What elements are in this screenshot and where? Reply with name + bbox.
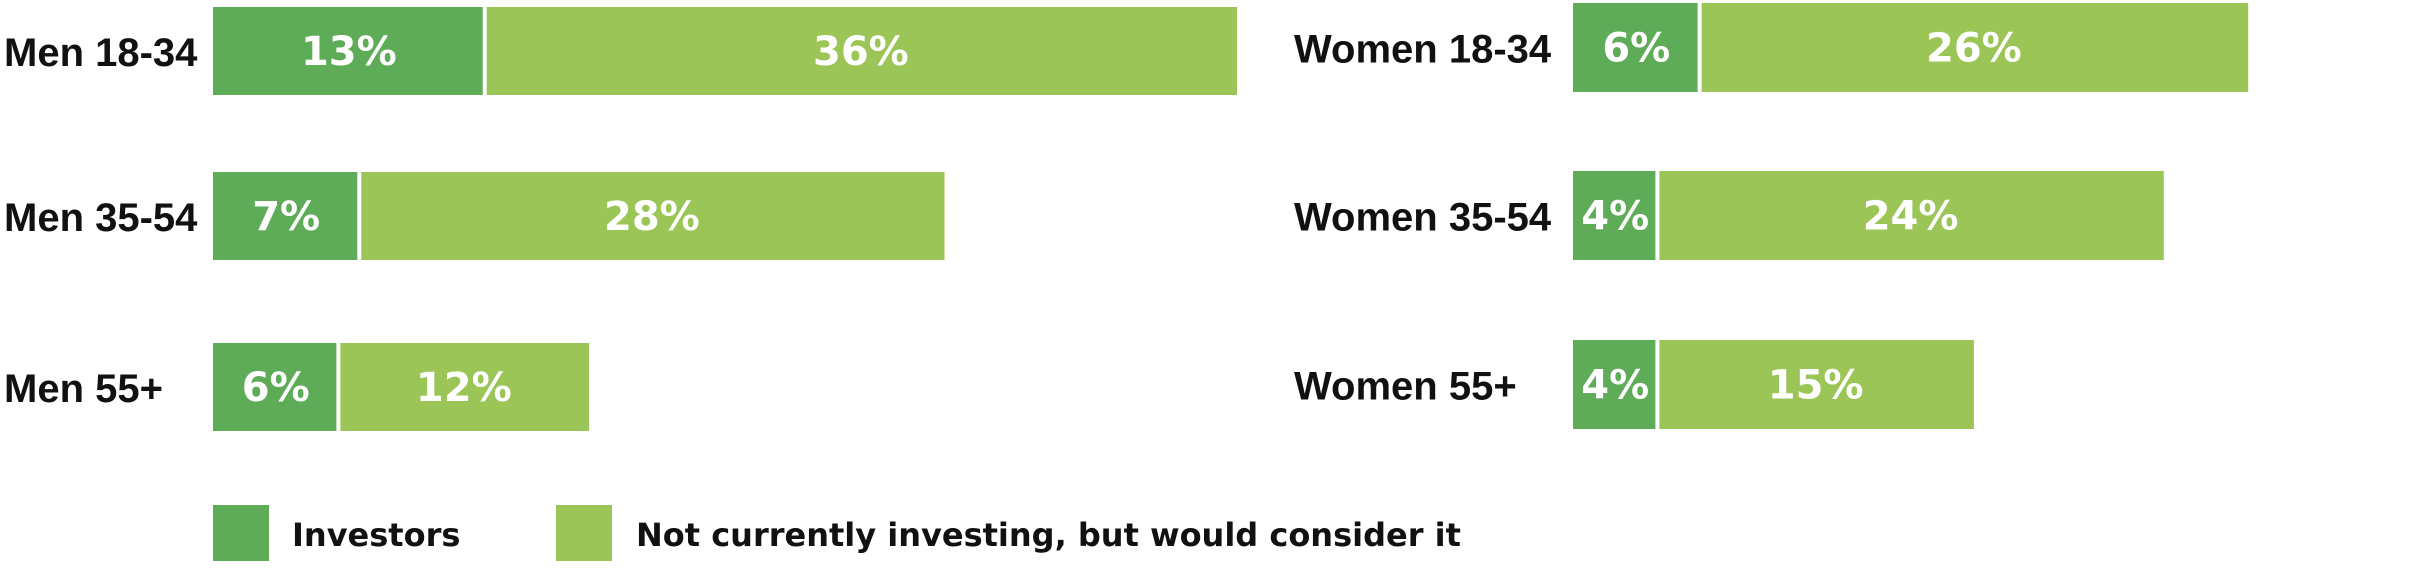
segment-divider xyxy=(357,172,362,260)
bar-row: Men 35-54 7% 28% xyxy=(4,172,945,260)
segment-divider xyxy=(336,343,341,431)
value-label: 12% xyxy=(416,365,512,411)
chart-panel-1: Women 18-34 6% 26% Women 35-54 4% 24% Women 55… xyxy=(1294,3,2249,429)
value-label: 4% xyxy=(1581,363,1649,409)
segment-divider xyxy=(1655,340,1660,429)
bar-segment-considering xyxy=(359,172,945,260)
bar-segment-considering xyxy=(338,343,590,431)
bar-segment-considering xyxy=(1657,340,1974,429)
legend-label: Investors xyxy=(292,516,460,554)
bar-segment-investors xyxy=(1573,171,1658,260)
bar-row: Men 55+ 6% 12% xyxy=(4,343,590,431)
bar-segment-investors xyxy=(213,343,339,431)
legend-swatch xyxy=(213,505,269,561)
legend: Investors Not currently investing, but wo… xyxy=(213,505,1461,561)
value-label: 13% xyxy=(301,29,397,75)
bar-row: Women 55+ 4% 15% xyxy=(1294,340,1974,429)
bar-row: Women 18-34 6% 26% xyxy=(1294,3,2249,92)
value-label: 4% xyxy=(1581,194,1649,240)
value-label: 7% xyxy=(252,194,320,240)
value-label: 6% xyxy=(1602,26,1670,72)
bar-segment-considering xyxy=(1657,171,2164,260)
value-label: 6% xyxy=(242,365,310,411)
legend-item: Not currently investing, but would consi… xyxy=(556,505,1461,561)
legend-label: Not currently investing, but would consi… xyxy=(636,516,1461,554)
value-label: 36% xyxy=(813,29,909,75)
bar-row: Men 18-34 13% 36% xyxy=(4,7,1238,95)
category-label: Men 55+ xyxy=(4,367,163,411)
bar-segment-investors xyxy=(213,7,485,95)
category-label: Women 55+ xyxy=(1294,365,1517,409)
legend-item: Investors xyxy=(213,505,460,561)
segment-divider xyxy=(1655,171,1660,260)
category-label: Women 18-34 xyxy=(1294,28,1552,72)
bar-segment-considering xyxy=(484,7,1238,95)
bar-row: Women 35-54 4% 24% xyxy=(1294,171,2164,260)
chart-panel-0: Men 18-34 13% 36% Men 35-54 7% 28% Men 55+ 6% 12… xyxy=(4,7,1238,431)
segment-divider xyxy=(1697,3,1702,92)
bar-segment-investors xyxy=(1573,3,1700,92)
bar-segment-considering xyxy=(1699,3,2249,92)
value-label: 24% xyxy=(1863,194,1959,240)
bars-layer: Men 18-34 13% 36% Men 35-54 7% 28% Men 55+ 6% 12… xyxy=(4,3,2249,431)
bar-segment-investors xyxy=(1573,340,1658,429)
category-label: Men 18-34 xyxy=(4,31,198,75)
segment-divider xyxy=(482,7,487,95)
value-label: 26% xyxy=(1926,26,2022,72)
category-label: Men 35-54 xyxy=(4,196,198,240)
category-label: Women 35-54 xyxy=(1294,196,1552,240)
bar-segment-investors xyxy=(213,172,360,260)
value-label: 28% xyxy=(604,194,700,240)
legend-swatch xyxy=(556,505,612,561)
value-label: 15% xyxy=(1768,363,1864,409)
